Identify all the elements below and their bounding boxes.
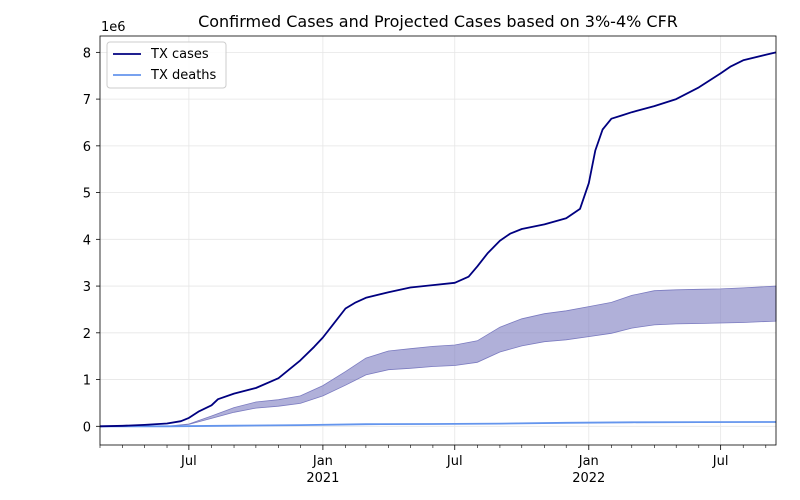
y-offset-label: 1e6: [101, 20, 126, 35]
plot-area-frame: [99, 35, 777, 446]
axis-ticks: 0 1 2 3 4 5 6 7 8 Jul Jan 2021 Jul Jan 2022 Jul: [83, 46, 767, 486]
y-tick-label: 2: [83, 327, 91, 342]
x-tick-year-label: 2022: [572, 471, 605, 486]
legend: TX cases TX deaths: [106, 41, 227, 89]
y-tick-label: 1: [83, 374, 91, 389]
series-line-tx-deaths: [100, 421, 777, 428]
x-tick-label: Jan: [312, 454, 333, 469]
y-tick-label: 8: [83, 46, 91, 61]
series-lines: [99, 51, 777, 428]
chart-title: Confirmed Cases and Projected Cases base…: [198, 12, 678, 31]
y-tick-label: 3: [83, 280, 91, 295]
legend-label-deaths: TX deaths: [150, 68, 217, 83]
x-tick-year-label: 2021: [306, 471, 339, 486]
y-tick-label: 5: [83, 187, 91, 202]
gridlines: [100, 36, 776, 445]
x-tick-label: Jul: [446, 454, 463, 469]
series-line-tx-cases: [99, 51, 777, 428]
legend-label-cases: TX cases: [150, 47, 209, 62]
x-tick-label: Jul: [180, 454, 197, 469]
y-tick-label: 7: [83, 93, 91, 108]
y-tick-label: 4: [83, 233, 91, 248]
y-tick-label: 6: [83, 140, 91, 155]
projection-band: [100, 285, 777, 427]
x-tick-label: Jan: [578, 454, 599, 469]
x-tick-label: Jul: [712, 454, 729, 469]
projected-cases-band: [100, 285, 777, 427]
y-tick-label: 0: [83, 420, 91, 435]
